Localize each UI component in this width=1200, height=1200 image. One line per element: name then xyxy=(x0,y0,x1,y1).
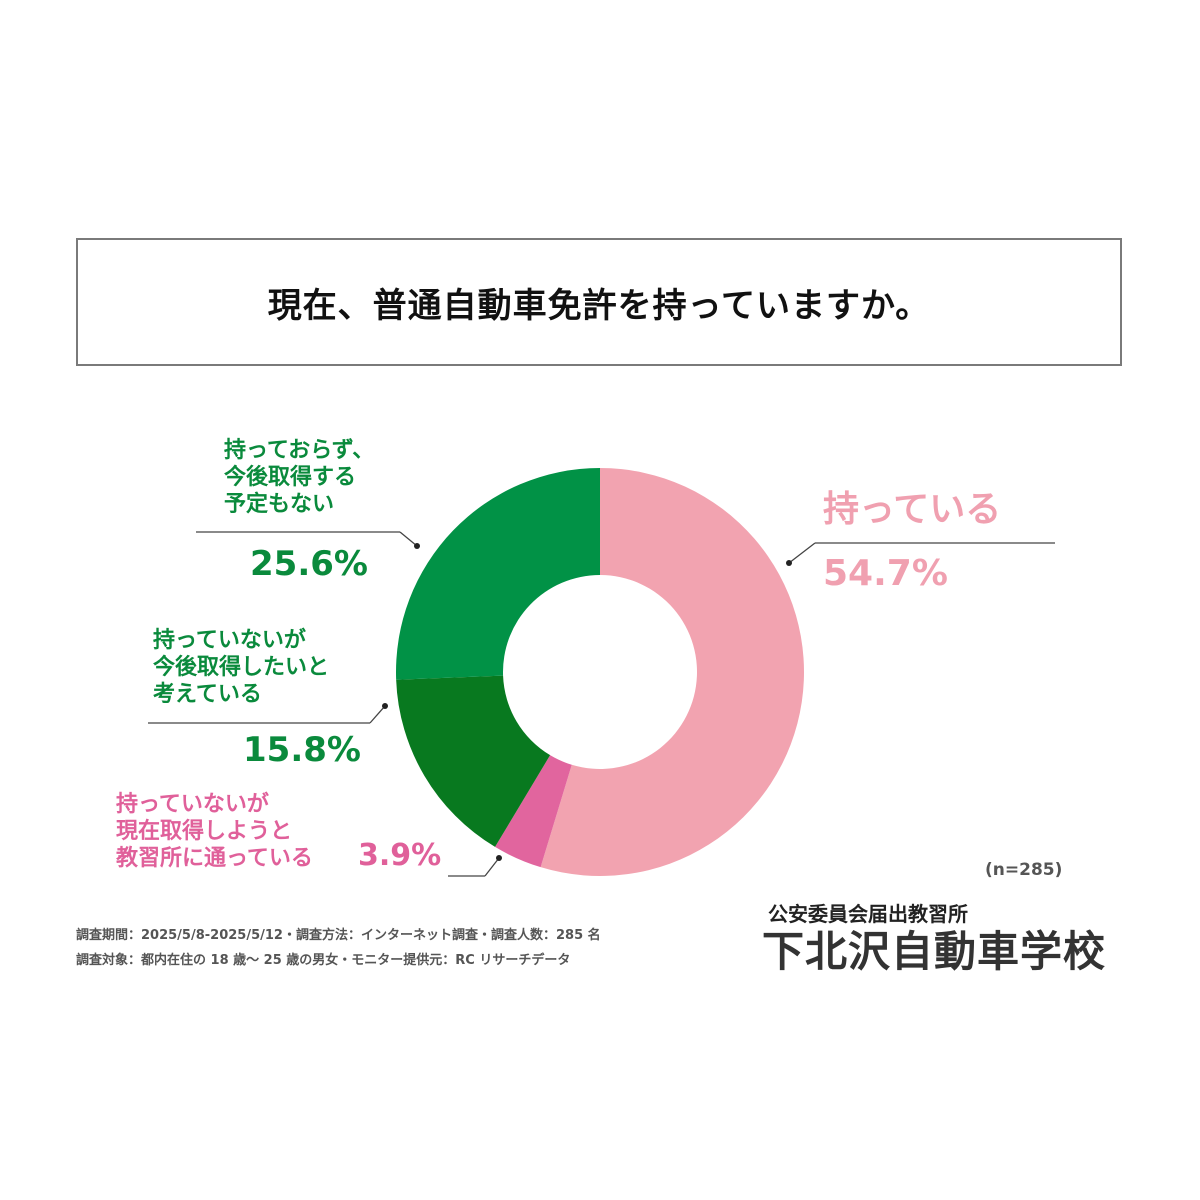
leader-line-want-diag xyxy=(369,705,386,724)
pct-have: 54.7% xyxy=(823,553,948,594)
survey-line-2: 調査対象：都内在住の 18 歳～ 25 歳の男女・モニター提供元：RC リサーチ… xyxy=(76,953,571,968)
label-want-line3: 考えている xyxy=(153,681,262,707)
label-want-line1: 持っていないが xyxy=(153,628,306,653)
sample-size: (n=285) xyxy=(985,860,1063,880)
donut-slice-1 xyxy=(495,755,572,868)
pct-none: 25.6% xyxy=(250,544,368,584)
label-none: 持っておらず、 今後取得する 予定もない xyxy=(224,438,374,518)
label-none-line3: 予定もない xyxy=(224,491,335,517)
survey-line-1: 調査期間：2025/5/8-2025/5/12・調査方法：インターネット調査・調… xyxy=(76,928,601,943)
title-box: 現在、普通自動車免許を持っていますか。 xyxy=(76,238,1122,366)
donut-slice-3 xyxy=(396,468,600,680)
label-want: 持っていないが 今後取得したいと 考えている xyxy=(153,628,329,708)
leader-line-school-diag xyxy=(484,857,500,877)
label-school-line1: 持っていないが xyxy=(116,792,269,817)
chart-title: 現在、普通自動車免許を持っていますか。 xyxy=(267,285,931,326)
leader-dot-want xyxy=(382,703,388,709)
label-want-line2: 今後取得したいと xyxy=(153,654,330,680)
donut-slice-2 xyxy=(396,675,551,847)
leader-line-none-diag xyxy=(399,531,418,547)
label-none-line2: 今後取得する xyxy=(224,464,357,490)
leader-dot-have xyxy=(786,560,792,566)
label-school-line2: 現在取得しようと xyxy=(116,818,293,844)
pct-school: 3.9% xyxy=(358,838,442,873)
label-school: 持っていないが 現在取得しようと 教習所に通っている xyxy=(116,792,313,872)
pct-want: 15.8% xyxy=(243,730,361,770)
leader-line-have-diag xyxy=(788,542,816,564)
label-school-line3: 教習所に通っている xyxy=(116,845,313,871)
label-none-line1: 持っておらず、 xyxy=(224,438,375,463)
label-have: 持っている xyxy=(823,489,1002,530)
school-subtitle: 公安委員会届出教習所 xyxy=(768,902,968,926)
leader-dot-school xyxy=(496,855,502,861)
donut-slice-0 xyxy=(540,468,805,877)
school-logo-name: 下北沢自動車学校 xyxy=(762,927,1107,976)
leader-dot-none xyxy=(414,543,420,549)
